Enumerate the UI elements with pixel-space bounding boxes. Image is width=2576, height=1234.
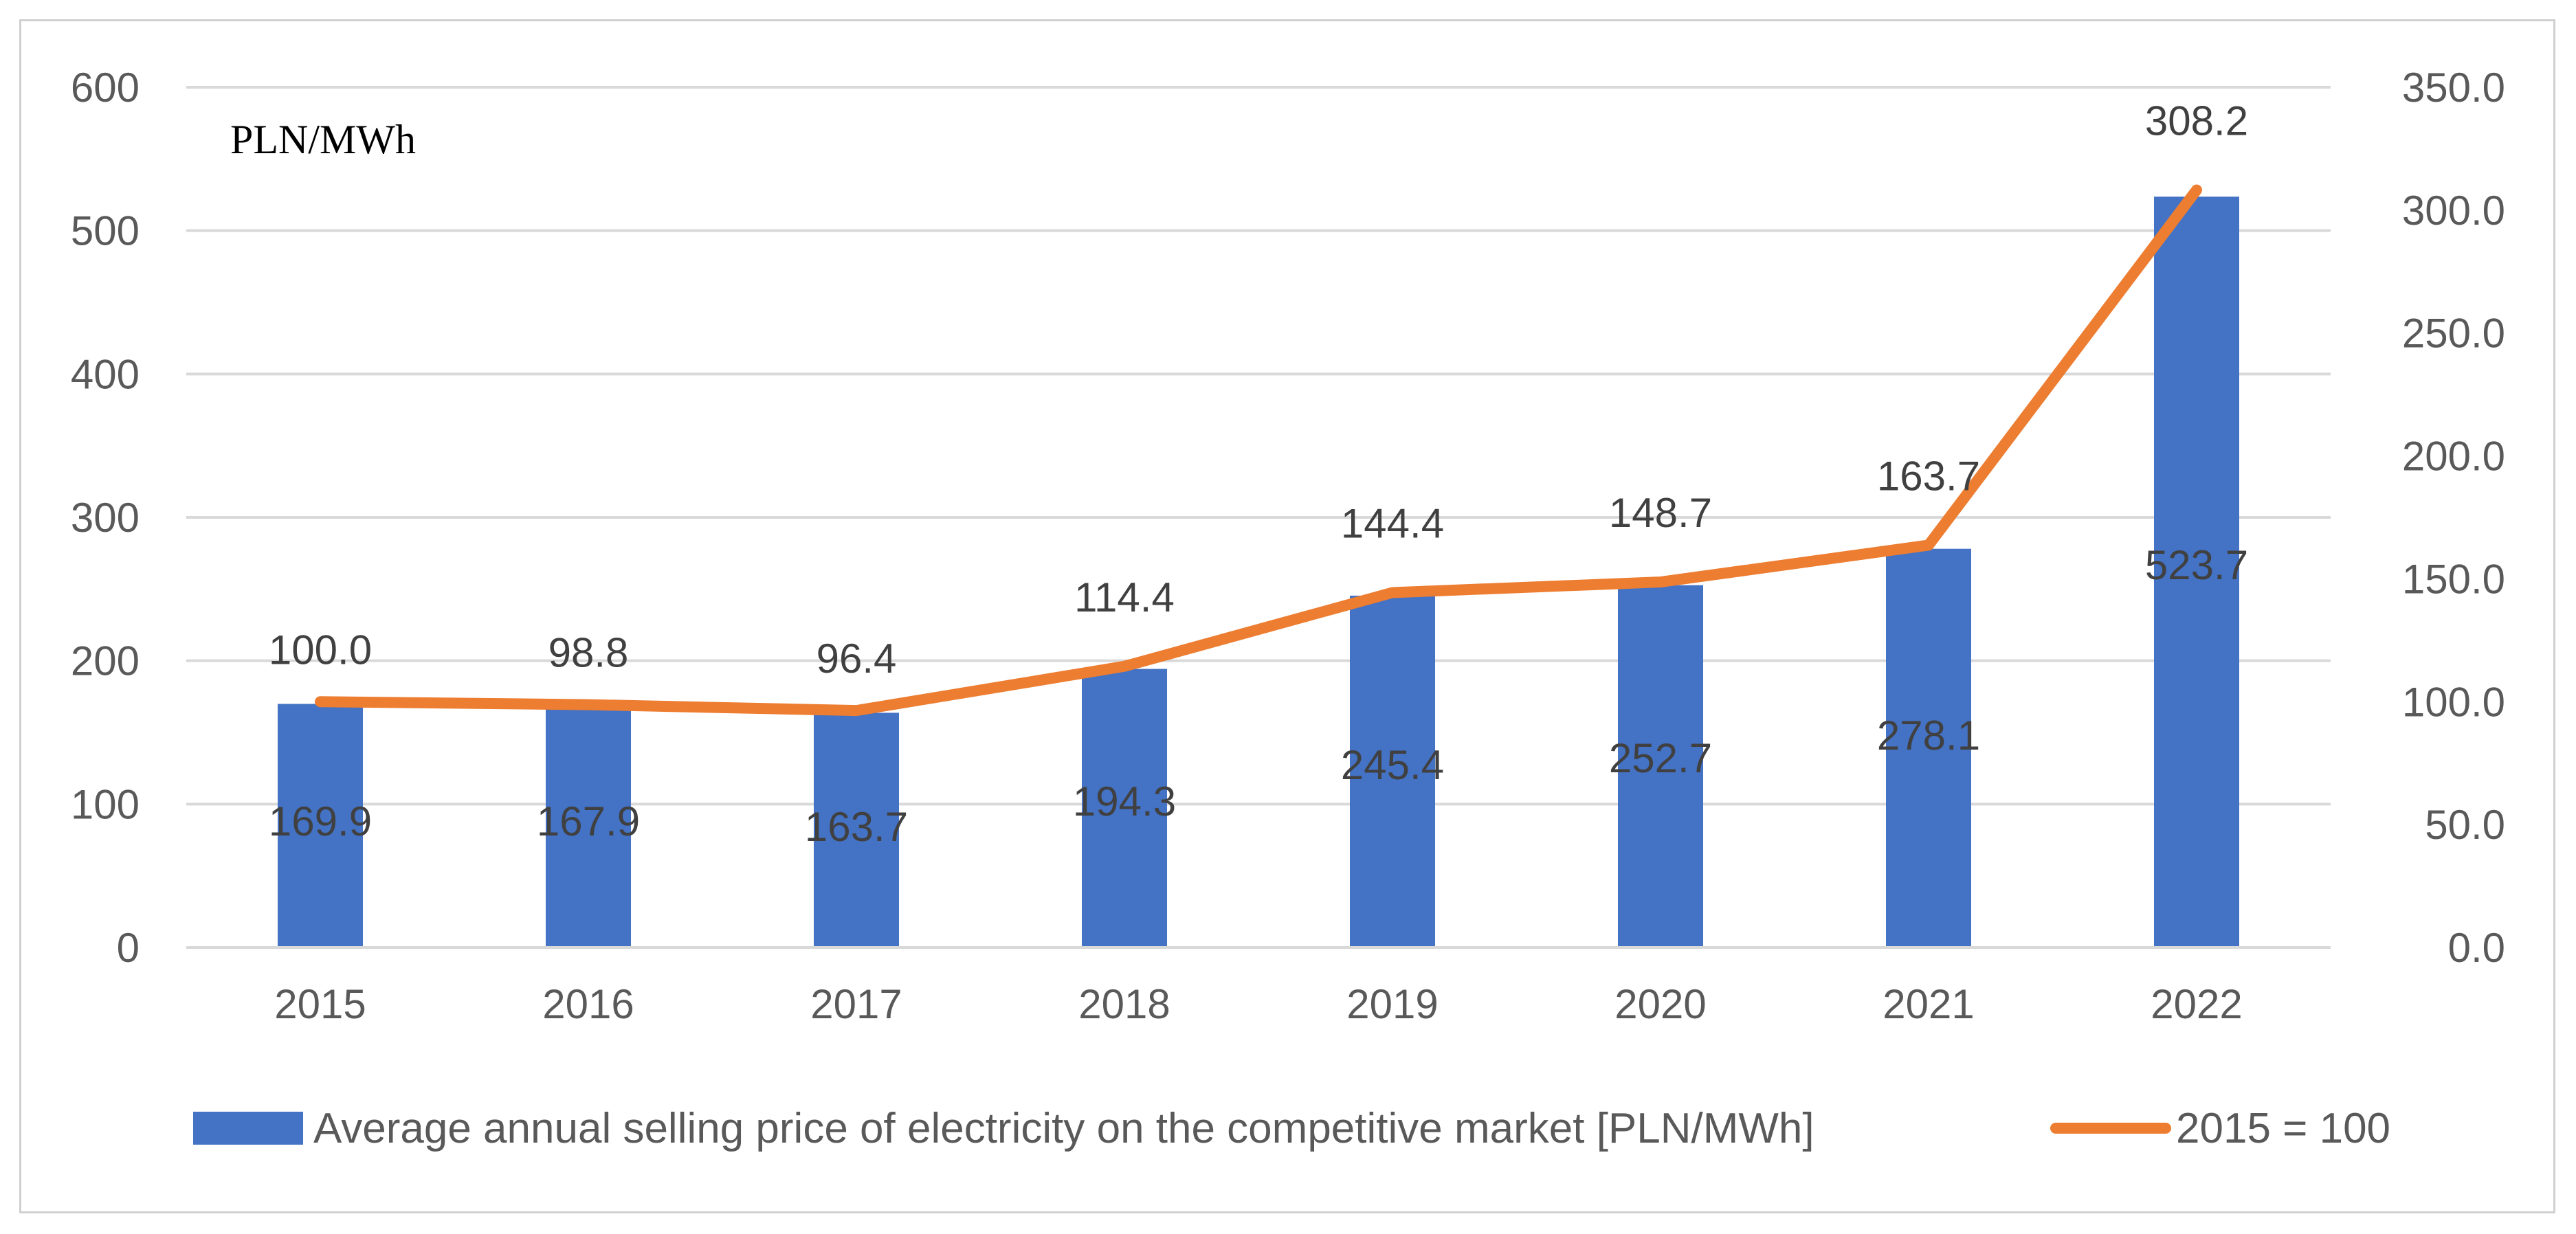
x-tick-label: 2017 [810, 981, 902, 1027]
bar [1350, 595, 1435, 947]
bar [546, 706, 631, 947]
legend-label-line: 2015 = 100 [2176, 1105, 2390, 1152]
y-right-tick-label: 150.0 [2402, 556, 2505, 602]
x-tick-label: 2019 [1346, 981, 1438, 1027]
y-right-tick-label: 350.0 [2402, 65, 2505, 111]
x-tick-label: 2020 [1614, 981, 1706, 1027]
series-line [315, 184, 2202, 717]
y-left-unit-label: PLN/MWh [230, 117, 416, 162]
y-right-tick-label: 0.0 [2448, 925, 2505, 971]
line-data-label: 163.7 [1877, 453, 1980, 499]
bar-data-label: 245.4 [1341, 742, 1444, 788]
bar [1082, 669, 1167, 947]
line-data-label: 148.7 [1609, 490, 1712, 536]
bar-data-label: 523.7 [2145, 542, 2248, 588]
line-data-label: 114.4 [1074, 574, 1175, 620]
line-data-label: 100.0 [269, 627, 372, 673]
line-data-label: 96.4 [817, 636, 897, 682]
chart-frame: 169.9 167.9 163.7 194.3 245.4 252.7 278.1 523.7… [19, 19, 2555, 1213]
bar-data-label: 252.7 [1609, 735, 1712, 781]
axes: 0 100 200 300 400 500 600 0.0 50.0 100.0 150.0 200.… [71, 65, 2505, 1027]
bar [2154, 197, 2239, 947]
data-labels: 169.9 167.9 163.7 194.3 245.4 252.7 278.1 523.7… [269, 98, 2248, 850]
legend: Average annual selling price of electric… [193, 1105, 2390, 1152]
legend-swatch-bar [193, 1112, 303, 1145]
y-left-tick-label: 600 [71, 65, 140, 111]
bar-data-label: 169.9 [269, 798, 372, 844]
bar [814, 713, 899, 947]
x-tick-label: 2016 [542, 981, 634, 1027]
x-tick-label: 2022 [2151, 981, 2242, 1027]
x-tick-label: 2018 [1078, 981, 1170, 1027]
bar-series [278, 197, 2239, 947]
bar [1886, 548, 1971, 947]
bar [278, 704, 363, 947]
x-tick-label: 2015 [274, 981, 366, 1027]
bar-data-label: 194.3 [1073, 778, 1176, 824]
bar-data-label: 163.7 [805, 804, 908, 850]
combo-chart: 169.9 167.9 163.7 194.3 245.4 252.7 278.1 523.7… [71, 65, 2505, 1152]
y-right-tick-label: 50.0 [2425, 802, 2505, 848]
y-right-tick-label: 200.0 [2402, 434, 2505, 480]
y-right-tick-label: 300.0 [2402, 188, 2505, 234]
gridlines [186, 86, 2331, 806]
y-left-tick-label: 0 [117, 925, 140, 971]
line-data-label: 98.8 [548, 630, 629, 676]
x-tick-label: 2021 [1883, 981, 1974, 1027]
y-right-tick-label: 100.0 [2402, 679, 2505, 725]
line-data-label: 308.2 [2145, 98, 2248, 144]
legend-label-bar: Average annual selling price of electric… [313, 1105, 1814, 1152]
y-left-tick-label: 300 [71, 495, 140, 541]
y-left-tick-label: 500 [71, 208, 140, 254]
line-data-label: 144.4 [1341, 500, 1444, 546]
y-left-tick-label: 100 [71, 781, 140, 827]
bar [1618, 585, 1703, 947]
y-left-tick-label: 400 [71, 351, 140, 397]
y-right-tick-label: 250.0 [2402, 311, 2505, 357]
line-series [315, 184, 2202, 717]
bar-data-label: 278.1 [1877, 713, 1980, 759]
bar-data-label: 167.9 [537, 798, 640, 844]
y-left-tick-label: 200 [71, 638, 140, 684]
